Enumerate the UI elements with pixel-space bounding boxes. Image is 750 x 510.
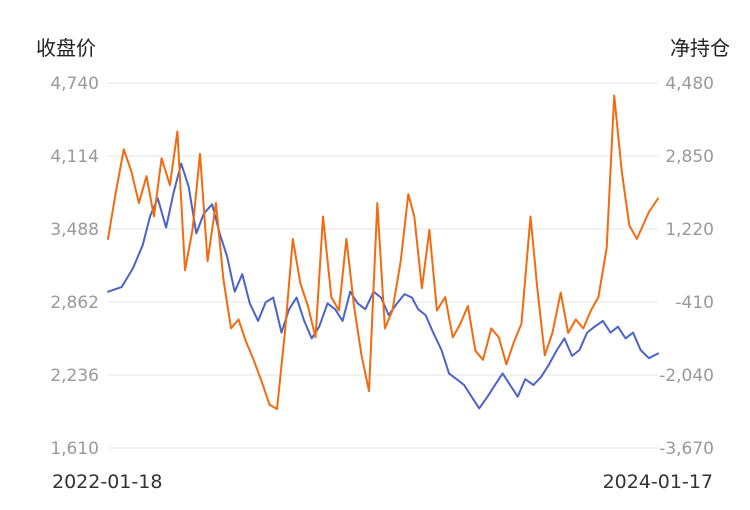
left-tick-label: 2,236 <box>50 366 99 386</box>
right-tick-label: 2,850 <box>665 147 714 167</box>
right-tick-label: 1,220 <box>665 220 714 240</box>
left-axis-title: 收盘价 <box>36 36 96 60</box>
series-lines <box>107 94 659 410</box>
left-tick-label: 2,862 <box>50 293 99 313</box>
left-tick-label: 1,610 <box>50 439 99 459</box>
left-axis-ticks: 4,740 4,114 3,488 2,862 2,236 1,610 <box>50 74 99 459</box>
left-tick-label: 3,488 <box>50 220 99 240</box>
gridlines <box>108 82 658 449</box>
right-tick-label: 4,480 <box>665 74 714 94</box>
right-tick-label: -2,040 <box>659 366 714 386</box>
right-axis-title: 净持仓 <box>670 36 730 60</box>
series-line-left-axis <box>107 162 659 410</box>
series-line-right-axis <box>107 94 659 410</box>
x-start-label: 2022-01-18 <box>52 471 162 493</box>
right-axis-ticks: 4,480 2,850 1,220 -410 -2,040 -3,670 <box>659 74 714 459</box>
right-tick-label: -410 <box>675 293 714 313</box>
right-tick-label: -3,670 <box>659 439 714 459</box>
x-end-label: 2024-01-17 <box>603 471 713 493</box>
left-tick-label: 4,740 <box>50 74 99 94</box>
left-tick-label: 4,114 <box>50 147 99 167</box>
